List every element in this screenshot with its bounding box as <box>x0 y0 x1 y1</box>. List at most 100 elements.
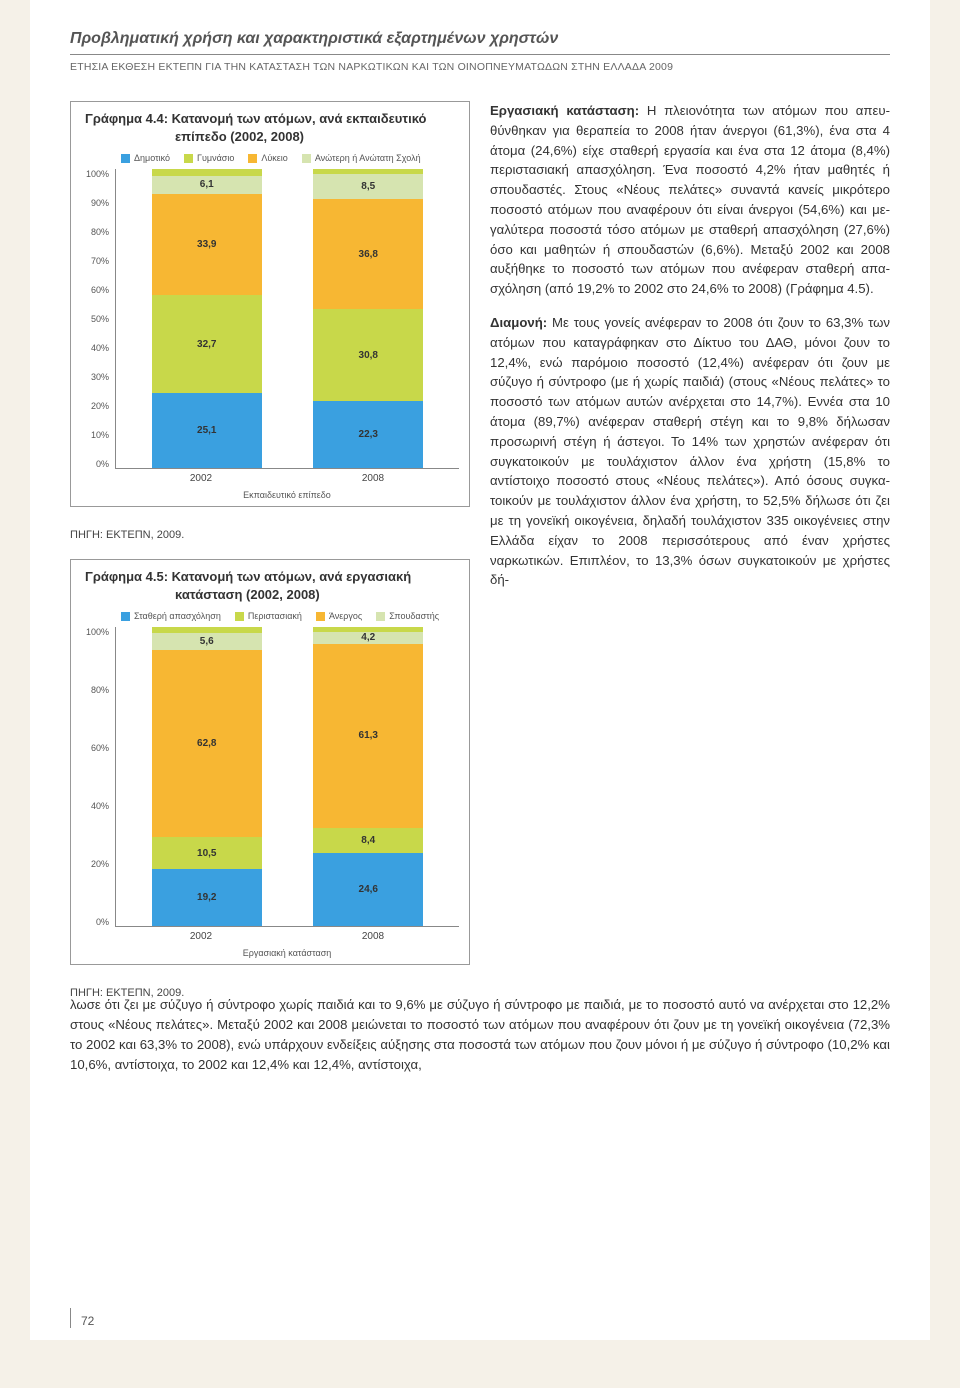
chart-44-axis-title: Εκπαιδευτικό επίπεδο <box>115 490 459 500</box>
y-tick: 40% <box>91 343 109 353</box>
chart-45-legend: Σταθερή απασχόληση Περιστασιακή Άνεργος Σπο… <box>121 611 459 621</box>
legend-label: Σπουδαστής <box>389 611 439 621</box>
legend-item: Δημοτικό <box>121 153 170 163</box>
legend-label: Περιστασιακή <box>248 611 302 621</box>
legend-label: Δημοτικό <box>134 153 170 163</box>
legend-swatch <box>184 154 193 163</box>
chart-44-title-l2: επίπεδο (2002, 2008) <box>85 128 459 146</box>
bar-segment: 32,7 <box>152 295 262 393</box>
chart-44-plot: 25,132,733,96,1 22,330,836,88,5 <box>115 169 459 469</box>
bar-segment: 10,5 <box>152 837 262 868</box>
chart-44-title-prefix: Γράφημα 4.4: <box>85 111 168 126</box>
legend-label: Γυμνάσιο <box>197 153 234 163</box>
y-tick: 80% <box>91 227 109 237</box>
legend-item: Σταθερή απασχόληση <box>121 611 221 621</box>
bar-segment: 30,8 <box>313 309 423 401</box>
page-number: 72 <box>70 1308 94 1328</box>
bar-segment: 5,6 <box>152 633 262 650</box>
chart-44-title-l1: Κατανομή των ατόμων, ανά εκπαιδευτικό <box>172 111 427 126</box>
legend-item: Περιστασιακή <box>235 611 302 621</box>
p2-label: Διαμονή: <box>490 315 547 330</box>
y-tick: 30% <box>91 372 109 382</box>
chart-44-panel: Γράφημα 4.4: Κατανομή των ατόμων, ανά εκ… <box>70 101 470 507</box>
legend-label: Λύκειο <box>261 153 287 163</box>
y-tick: 0% <box>96 917 109 927</box>
p2-body: Με τους γονείς ανέφε­ραν το 2008 ότι ζου… <box>490 315 890 587</box>
bar-segment: 36,8 <box>313 199 423 309</box>
chart-44-title: Γράφημα 4.4: Κατανομή των ατόμων, ανά εκ… <box>81 110 459 145</box>
y-tick: 60% <box>91 285 109 295</box>
bar-segment: 22,3 <box>313 401 423 468</box>
bar-segment: 8,4 <box>313 828 423 853</box>
chart-44-source: ΠΗΓΗ: ΕΚΤΕΠΝ, 2009. <box>70 529 470 541</box>
chart-45-title-prefix: Γράφημα 4.5: <box>85 569 168 584</box>
chart-45-x-labels: 2002 2008 <box>115 931 459 942</box>
bar-segment: 62,8 <box>152 650 262 838</box>
legend-swatch <box>121 154 130 163</box>
y-tick: 10% <box>91 430 109 440</box>
legend-label: Σταθερή απασχόληση <box>134 611 221 621</box>
bar-segment: 4,2 <box>313 632 423 645</box>
p1-label: Εργασιακή κατάσταση: <box>490 103 639 118</box>
legend-swatch <box>376 612 385 621</box>
y-tick: 60% <box>91 743 109 753</box>
bar-column: 24,68,461,34,2 <box>313 627 423 926</box>
chart-44-y-axis: 100% 90% 80% 70% 60% 50% 40% 30% 20% 10% 0% <box>81 169 115 469</box>
two-column-layout: Γράφημα 4.4: Κατανομή των ατόμων, ανά εκ… <box>70 101 890 999</box>
bar-segment: 25,1 <box>152 393 262 468</box>
bar-segment <box>152 169 262 176</box>
y-tick: 0% <box>96 459 109 469</box>
chart-45-panel: Γράφημα 4.5: Κατανομή των ατόμων, ανά ερ… <box>70 559 470 965</box>
legend-item: Γυμνάσιο <box>184 153 234 163</box>
legend-label: Ανώτερη ή Ανώτατη Σχολή <box>315 153 421 163</box>
chart-45-y-axis: 100%80%60%40%20%0% <box>81 627 115 927</box>
bar-column: 25,132,733,96,1 <box>152 169 262 468</box>
paragraph-employment: Εργασιακή κατάσταση: Η πλειο­νότητα των … <box>490 101 890 299</box>
legend-item: Άνεργος <box>316 611 362 621</box>
x-label: 2002 <box>146 931 256 942</box>
legend-label: Άνεργος <box>329 611 362 621</box>
paragraph-continuation: λωσε ότι ζει με σύζυγο ή σύντροφο χωρίς … <box>70 995 890 1074</box>
chart-45-title: Γράφημα 4.5: Κατανομή των ατόμων, ανά ερ… <box>81 568 459 603</box>
y-tick: 40% <box>91 801 109 811</box>
legend-item: Σπουδαστής <box>376 611 439 621</box>
y-tick: 20% <box>91 401 109 411</box>
y-tick: 90% <box>91 198 109 208</box>
y-tick: 100% <box>86 627 109 637</box>
report-subtitle: ΕΤΗΣΙΑ ΕΚΘΕΣΗ ΕΚΤΕΠΝ ΓΙΑ ΤΗΝ ΚΑΤΑΣΤΑΣΗ Τ… <box>70 61 890 73</box>
x-label: 2008 <box>318 473 428 484</box>
right-column: Εργασιακή κατάσταση: Η πλειο­νότητα των … <box>490 101 890 999</box>
bar-segment: 33,9 <box>152 194 262 295</box>
bar-column: 19,210,562,85,6 <box>152 627 262 926</box>
chart-44-body: 100% 90% 80% 70% 60% 50% 40% 30% 20% 10% 0% 25,132… <box>81 169 459 469</box>
bar-segment: 8,5 <box>313 174 423 199</box>
chart-44-legend: Δημοτικό Γυμνάσιο Λύκειο Ανώτερη ή Ανώτατη … <box>121 153 459 163</box>
paragraph-residence: Διαμονή: Με τους γονείς ανέφε­ραν το 200… <box>490 313 890 590</box>
chart-44-x-labels: 2002 2008 <box>115 473 459 484</box>
x-label: 2008 <box>318 931 428 942</box>
legend-swatch <box>302 154 311 163</box>
chart-45-axis-title: Εργασιακή κατάσταση <box>115 948 459 958</box>
bar-column: 22,330,836,88,5 <box>313 169 423 468</box>
left-column: Γράφημα 4.4: Κατανομή των ατόμων, ανά εκ… <box>70 101 470 999</box>
bar-segment: 24,6 <box>313 853 423 927</box>
legend-item: Λύκειο <box>248 153 287 163</box>
chart-45-plot: 19,210,562,85,6 24,68,461,34,2 <box>115 627 459 927</box>
x-label: 2002 <box>146 473 256 484</box>
legend-swatch <box>248 154 257 163</box>
legend-swatch <box>121 612 130 621</box>
bar-segment: 61,3 <box>313 644 423 827</box>
page-container: Προβληματική χρήση και χαρακτηριστικά εξ… <box>30 0 930 1340</box>
topic-title: Προβληματική χρήση και χαρακτηριστικά εξ… <box>70 30 890 55</box>
y-tick: 100% <box>86 169 109 179</box>
legend-swatch <box>316 612 325 621</box>
chart-45-title-l1: Κατανομή των ατόμων, ανά εργασιακή <box>172 569 412 584</box>
chart-45-title-l2: κατάσταση (2002, 2008) <box>85 586 459 604</box>
p1-body: Η πλειο­νότητα των ατόμων που απευ­θύνθη… <box>490 103 890 296</box>
y-tick: 80% <box>91 685 109 695</box>
legend-item: Ανώτερη ή Ανώτατη Σχολή <box>302 153 421 163</box>
chart-45-body: 100%80%60%40%20%0% 19,210,562,85,624,68,… <box>81 627 459 927</box>
y-tick: 50% <box>91 314 109 324</box>
y-tick: 70% <box>91 256 109 266</box>
legend-swatch <box>235 612 244 621</box>
